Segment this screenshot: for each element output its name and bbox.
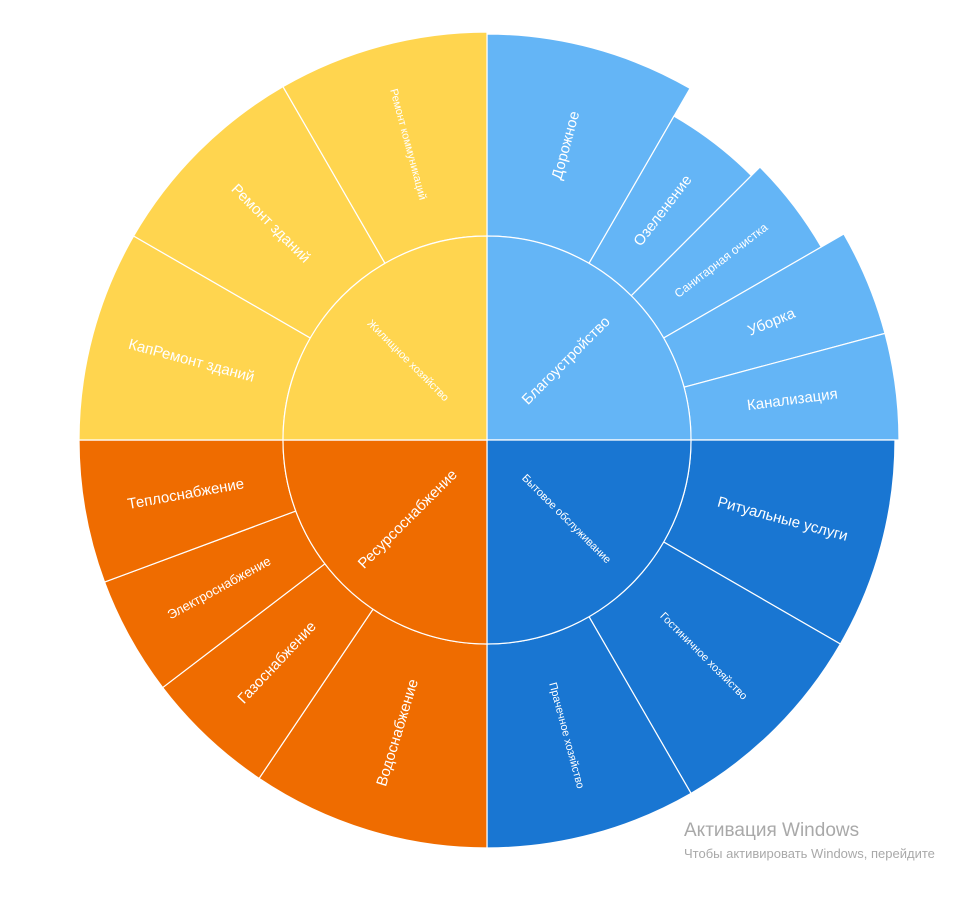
inner-segment-0[interactable] [486,235,692,441]
activation-watermark-title: Активация Windows [684,820,860,841]
activation-watermark-text: Чтобы активировать Windows, перейдите [684,846,935,861]
inner-segment-3[interactable] [282,235,488,441]
inner-segment-2[interactable] [282,439,488,645]
inner-segment-1[interactable] [486,439,692,645]
